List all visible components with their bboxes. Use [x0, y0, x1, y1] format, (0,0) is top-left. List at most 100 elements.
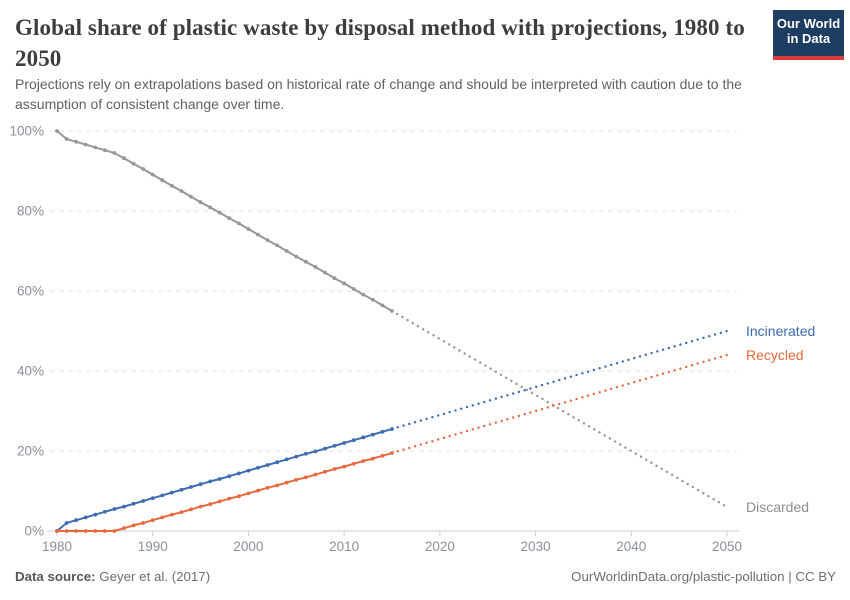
series-recycled-point[interactable] — [351, 461, 356, 466]
series-recycled-point[interactable] — [361, 459, 366, 463]
series-recycled-point[interactable] — [294, 477, 299, 482]
series-recycled-point[interactable] — [102, 529, 107, 533]
series-discarded-point[interactable] — [93, 145, 98, 150]
series-incinerated-point[interactable] — [179, 487, 184, 492]
series-recycled-point[interactable] — [217, 499, 222, 504]
series-discarded-point[interactable] — [227, 216, 232, 221]
series-incinerated-point[interactable] — [246, 468, 251, 473]
series-recycled-point[interactable] — [179, 510, 184, 515]
series-incinerated-point[interactable] — [303, 451, 308, 456]
series-discarded-point[interactable] — [342, 281, 347, 286]
series-discarded-point[interactable] — [150, 172, 155, 177]
series-incinerated-point[interactable] — [342, 441, 347, 445]
owid-logo[interactable]: Our World in Data — [773, 10, 844, 60]
series-discarded-point[interactable] — [83, 142, 88, 147]
series-discarded-point[interactable] — [246, 227, 251, 231]
series-incinerated-projection-line[interactable] — [390, 329, 729, 431]
series-recycled-point[interactable] — [74, 529, 79, 533]
series-incinerated-point[interactable] — [323, 446, 327, 451]
series-discarded-line[interactable] — [56, 130, 393, 312]
series-discarded-point[interactable] — [313, 265, 318, 269]
series-discarded-point[interactable] — [64, 137, 69, 141]
series-discarded-point[interactable] — [265, 238, 270, 243]
series-recycled-point[interactable] — [370, 456, 375, 461]
series-incinerated-point[interactable] — [265, 463, 270, 467]
series-discarded-point[interactable] — [102, 148, 107, 153]
series-recycled-point[interactable] — [246, 491, 251, 496]
series-incinerated-point[interactable] — [284, 457, 289, 462]
series-discarded-point[interactable] — [55, 129, 59, 133]
license-note[interactable]: OurWorldinData.org/plastic-pollution | C… — [571, 569, 836, 584]
series-incinerated-point[interactable] — [227, 474, 232, 479]
series-incinerated-point[interactable] — [102, 509, 107, 514]
series-discarded-point[interactable] — [141, 167, 146, 171]
series-incinerated-point[interactable] — [380, 429, 385, 434]
series-recycled-point[interactable] — [112, 529, 117, 533]
series-discarded-point[interactable] — [275, 243, 280, 248]
series-discarded-point[interactable] — [217, 210, 222, 215]
series-discarded-point[interactable] — [160, 178, 165, 183]
series-incinerated-point[interactable] — [141, 499, 146, 503]
series-incinerated-point[interactable] — [189, 485, 193, 489]
series-recycled-point[interactable] — [265, 485, 270, 490]
series-discarded-point[interactable] — [198, 200, 203, 205]
series-recycled-point[interactable] — [303, 475, 308, 480]
series-incinerated-point[interactable] — [169, 490, 174, 495]
series-discarded-point[interactable] — [131, 161, 136, 166]
series-recycled-point[interactable] — [150, 518, 155, 523]
series-discarded-point[interactable] — [323, 270, 327, 275]
series-recycled-projection-line[interactable] — [390, 353, 729, 455]
series-discarded-point[interactable] — [332, 276, 337, 281]
series-recycled-point[interactable] — [198, 504, 203, 509]
series-recycled-point[interactable] — [122, 526, 126, 531]
series-discarded-point[interactable] — [208, 205, 213, 210]
series-discarded-point[interactable] — [179, 189, 184, 193]
series-recycled-point[interactable] — [380, 453, 385, 458]
series-discarded-point[interactable] — [236, 221, 241, 226]
series-recycled-point[interactable] — [64, 529, 69, 533]
series-recycled-point[interactable] — [93, 529, 98, 533]
series-recycled-point[interactable] — [275, 483, 280, 488]
series-incinerated-point[interactable] — [294, 454, 299, 459]
series-recycled-point[interactable] — [236, 494, 241, 499]
series-incinerated-point[interactable] — [332, 443, 337, 448]
series-recycled-point[interactable] — [313, 472, 318, 477]
series-recycled-point[interactable] — [323, 469, 327, 474]
series-incinerated-point[interactable] — [122, 504, 126, 509]
series-recycled-line[interactable] — [57, 452, 393, 532]
series-incinerated-point[interactable] — [208, 479, 213, 484]
series-recycled-point[interactable] — [83, 529, 88, 533]
series-incinerated-point[interactable] — [351, 438, 356, 443]
series-recycled-point[interactable] — [342, 464, 347, 469]
series-recycled-point[interactable] — [332, 467, 337, 471]
series-recycled-point[interactable] — [227, 496, 232, 501]
series-discarded-point[interactable] — [361, 292, 366, 297]
series-recycled-point[interactable] — [208, 502, 213, 507]
series-discarded-point[interactable] — [370, 297, 375, 302]
series-discarded-point[interactable] — [256, 232, 260, 237]
series-discarded-point[interactable] — [351, 287, 356, 291]
series-incinerated-point[interactable] — [160, 493, 165, 498]
series-incinerated-point[interactable] — [64, 521, 69, 525]
series-incinerated-line[interactable] — [56, 428, 393, 532]
series-incinerated-point[interactable] — [361, 435, 366, 440]
series-incinerated-point[interactable] — [275, 460, 280, 465]
series-incinerated-point[interactable] — [112, 507, 117, 511]
series-discarded-point[interactable] — [169, 183, 174, 188]
series-recycled-point[interactable] — [189, 507, 193, 512]
series-discarded-point[interactable] — [380, 303, 385, 308]
series-recycled-point[interactable] — [141, 521, 146, 525]
series-incinerated-point[interactable] — [198, 482, 203, 487]
series-discarded-point[interactable] — [303, 259, 308, 264]
series-incinerated-point[interactable] — [313, 449, 318, 454]
series-recycled-point[interactable] — [55, 529, 59, 533]
series-recycled-point[interactable] — [169, 512, 174, 517]
series-incinerated-point[interactable] — [74, 518, 79, 523]
series-discarded-point[interactable] — [294, 254, 299, 259]
series-incinerated-point[interactable] — [131, 501, 136, 506]
series-recycled-point[interactable] — [160, 515, 165, 520]
series-discarded-point[interactable] — [112, 151, 117, 155]
series-incinerated-point[interactable] — [150, 496, 155, 501]
series-incinerated-point[interactable] — [217, 477, 222, 481]
series-discarded-point[interactable] — [122, 156, 126, 161]
